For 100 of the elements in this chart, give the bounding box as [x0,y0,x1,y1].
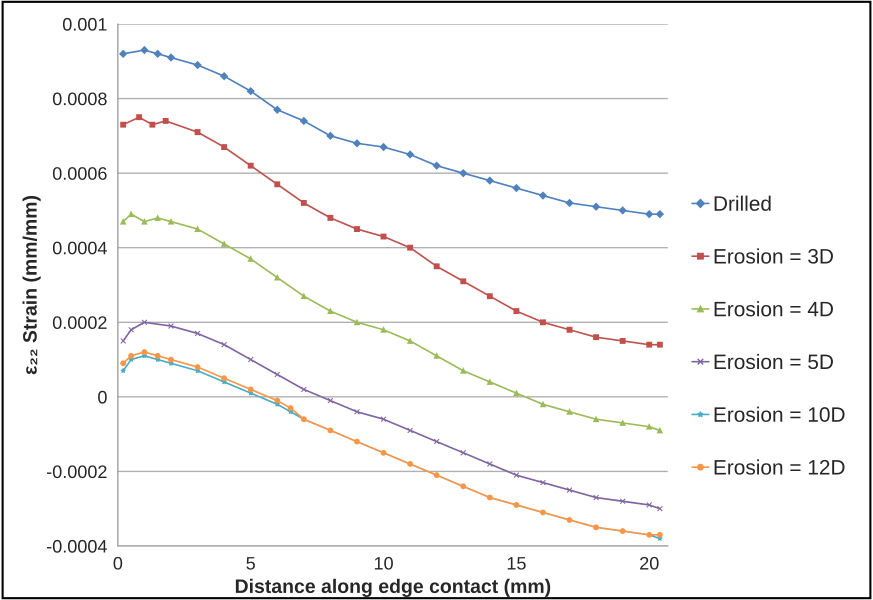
point [646,424,652,430]
point [128,326,134,333]
point [620,420,626,426]
point [168,356,174,363]
y-tick-label: 0 [98,390,107,404]
point [434,352,440,359]
point [620,498,626,504]
point [273,106,282,114]
point [354,319,360,326]
point [119,50,128,58]
legend-label: Erosion = 4D [714,301,833,316]
legend-label: Erosion = 12D [714,459,845,475]
point [120,122,126,128]
point [354,408,360,415]
point [300,200,307,206]
y-axis-title: ε₂₂ Strain (mm/mm) [22,196,41,374]
point [221,342,228,348]
point [593,334,600,340]
point [168,218,174,225]
point [246,87,255,96]
legend-label: Erosion = 3D [714,248,833,264]
point [162,118,169,124]
point [540,480,546,486]
point [300,293,307,300]
point [656,210,664,218]
point [136,114,142,120]
point [154,50,162,58]
point [434,438,440,445]
point [380,326,386,333]
point [274,181,280,188]
point [432,162,441,170]
x-tick-label: 15 [508,557,526,570]
point [274,274,280,280]
point [620,338,626,344]
y-tick-label: -0.0004 [47,540,107,553]
point [354,226,360,232]
point [128,352,134,359]
point [353,139,361,148]
x-tick-label: 5 [246,557,255,570]
point [380,234,386,240]
point [486,461,493,467]
point [593,416,600,422]
point [407,427,414,434]
point [459,169,468,178]
point [194,364,201,370]
point [593,494,600,500]
point [248,386,254,392]
point [274,372,280,378]
point [327,308,334,314]
point [221,241,228,247]
point [539,192,547,200]
point [540,319,546,326]
point [460,450,466,456]
legend-label: Drilled [714,196,771,211]
point [194,129,201,136]
x-tick-label: 0 [114,556,122,570]
x-axis-title: Distance along edge contact (mm) [236,578,550,598]
point [300,386,307,392]
point [512,184,520,192]
legend-label: Erosion = 5D [714,354,833,370]
x-tick-label: 20 [640,556,659,570]
point [460,368,466,374]
point [220,72,228,80]
point [407,244,414,251]
point [194,226,201,232]
y-tick-label: 0.001 [62,18,107,31]
point [141,319,148,326]
point [120,368,126,374]
point [248,356,254,363]
point [656,342,663,348]
point [168,323,174,329]
point [154,214,161,221]
point [656,427,663,434]
point [221,144,228,150]
point [486,293,493,300]
point [540,401,546,408]
point [120,338,126,344]
point [248,162,254,169]
point [248,256,254,262]
point [128,211,134,218]
point [154,352,161,359]
point [326,132,334,140]
point [380,416,386,422]
point [566,199,574,207]
point [140,46,148,54]
point [288,405,294,411]
point [194,330,201,336]
point [618,206,627,214]
point [486,176,494,185]
y-tick-label: 0.0004 [52,242,107,254]
point [380,143,388,151]
point [434,263,440,270]
point [406,150,414,158]
point [221,375,228,382]
point [592,202,600,211]
x-tick-label: 10 [374,556,393,570]
point [646,342,652,348]
y-tick-label: 0.0002 [52,316,107,330]
point [566,326,572,333]
point [327,214,334,221]
